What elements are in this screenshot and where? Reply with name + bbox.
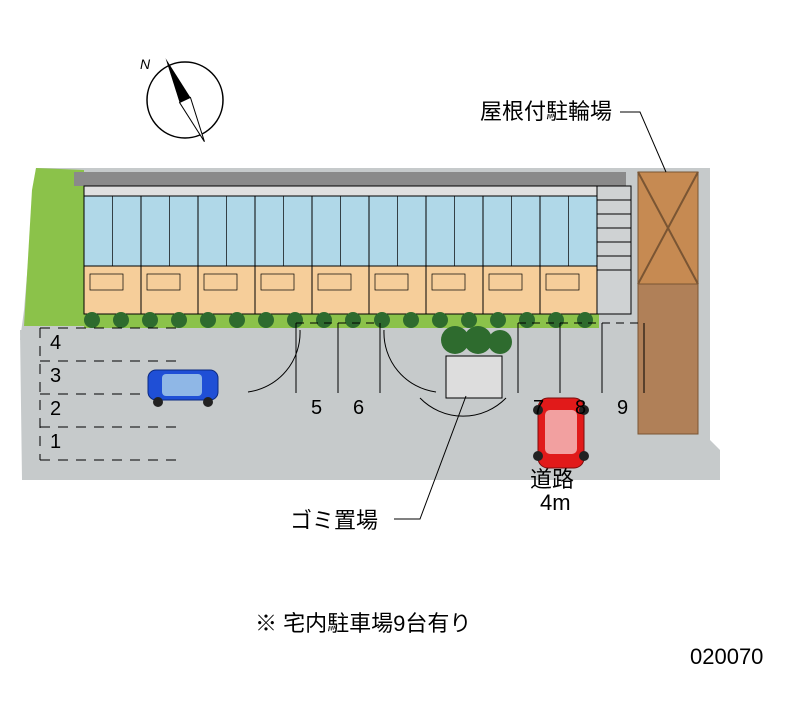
parking-spot-2: 2 — [50, 398, 61, 421]
callout-bike-shelter: 屋根付駐輪場 — [480, 94, 612, 126]
parking-spot-6: 6 — [353, 397, 364, 420]
trash-area-bushes — [441, 326, 512, 354]
parking-spot-1: 1 — [50, 431, 61, 454]
footer-ref-id: 020070 — [690, 644, 763, 670]
parking-spot-8: 8 — [575, 397, 586, 420]
apartment-units — [84, 196, 597, 314]
parking-spot-5: 5 — [311, 397, 322, 420]
callout-road-width: 4m — [540, 490, 571, 516]
trash-enclosure — [446, 356, 502, 398]
compass — [147, 56, 223, 144]
parking-spot-9: 9 — [617, 397, 628, 420]
footer-note: ※ 宅内駐車場9台有り — [255, 606, 471, 638]
roof-band — [74, 172, 626, 186]
site-paving — [20, 330, 720, 480]
corridor — [84, 186, 617, 196]
stair-block — [597, 186, 631, 314]
bike-shelter — [638, 172, 698, 434]
parking-spot-7: 7 — [533, 397, 544, 420]
parking-spot-3: 3 — [50, 365, 61, 388]
compass-n-label: N — [140, 56, 150, 72]
callout-trash: ゴミ置場 — [290, 503, 378, 535]
parking-spot-4: 4 — [50, 332, 61, 355]
grass-left — [24, 168, 84, 326]
leader-bike-shelter — [620, 112, 666, 172]
